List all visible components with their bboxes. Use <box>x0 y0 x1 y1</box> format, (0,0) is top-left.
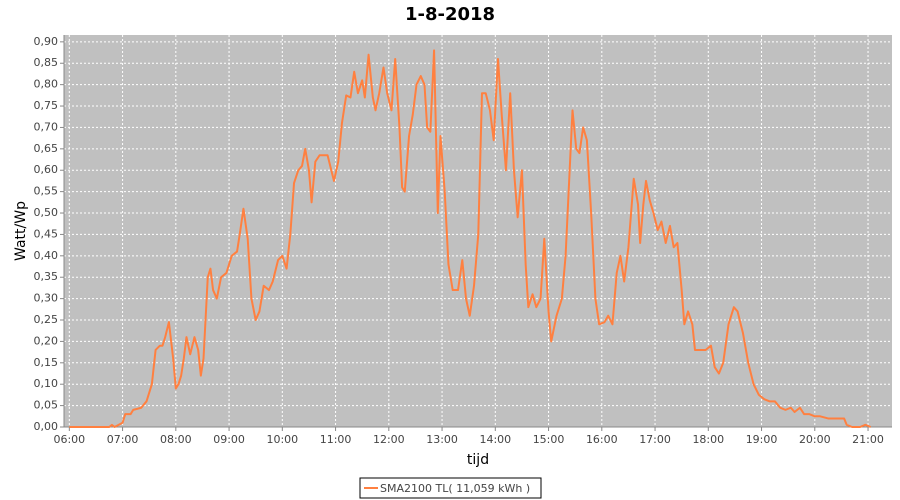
y-tick-label: 0,50 <box>34 206 59 219</box>
y-tick-label: 0,15 <box>34 356 59 369</box>
x-tick-label: 20:00 <box>799 433 831 446</box>
x-tick-label: 07:00 <box>107 433 139 446</box>
x-tick-label: 10:00 <box>266 433 298 446</box>
y-tick-label: 0,90 <box>34 35 59 48</box>
y-tick-label: 0,55 <box>34 185 59 198</box>
x-tick-label: 09:00 <box>213 433 245 446</box>
chart-title: 1-8-2018 <box>405 4 495 25</box>
y-tick-label: 0,30 <box>34 292 59 305</box>
y-tick-label: 0,85 <box>34 56 59 69</box>
y-axis-label: Watt/Wp <box>13 201 29 261</box>
y-tick-label: 0,70 <box>34 120 59 133</box>
x-axis-label: tijd <box>467 452 489 468</box>
x-tick-label: 19:00 <box>746 433 778 446</box>
y-tick-label: 0,20 <box>34 334 59 347</box>
y-tick-label: 0,10 <box>34 377 59 390</box>
x-tick-label: 14:00 <box>479 433 511 446</box>
x-tick-label: 15:00 <box>533 433 565 446</box>
y-tick-label: 0,45 <box>34 227 59 240</box>
x-tick-label: 08:00 <box>160 433 192 446</box>
y-tick-label: 0,25 <box>34 313 59 326</box>
y-tick-label: 0,35 <box>34 270 59 283</box>
x-tick-label: 16:00 <box>586 433 618 446</box>
x-tick-label: 21:00 <box>852 433 884 446</box>
x-tick-label: 12:00 <box>373 433 405 446</box>
y-tick-label: 0,65 <box>34 142 59 155</box>
y-tick-label: 0,80 <box>34 78 59 91</box>
y-tick-label: 0,75 <box>34 99 59 112</box>
x-tick-label: 17:00 <box>639 433 671 446</box>
y-tick-label: 0,05 <box>34 399 59 412</box>
legend-box <box>359 477 542 499</box>
y-tick-label: 0,00 <box>34 420 59 433</box>
x-tick-label: 06:00 <box>53 433 85 446</box>
line-series <box>69 49 872 428</box>
legend-label: SMA2100 TL( 11,059 kWh ) <box>380 482 530 495</box>
x-tick-label: 18:00 <box>692 433 724 446</box>
y-tick-label: 0,60 <box>34 163 59 176</box>
x-tick-label: 11:00 <box>320 433 352 446</box>
x-tick-label: 13:00 <box>426 433 458 446</box>
y-tick-label: 0,40 <box>34 249 59 262</box>
